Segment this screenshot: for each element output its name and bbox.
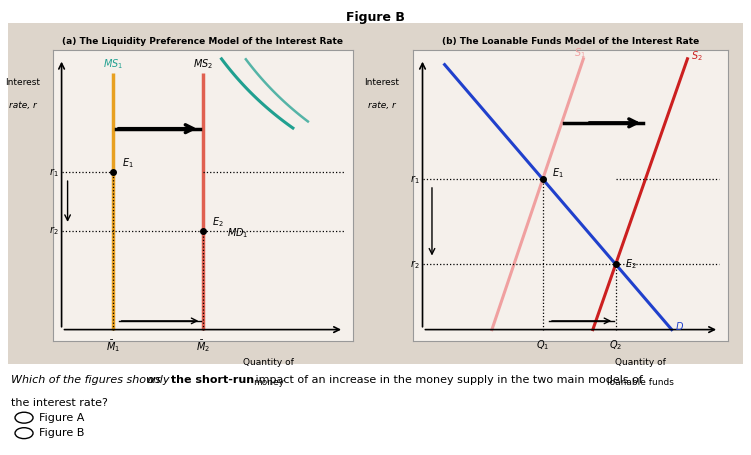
Text: $Q_2$: $Q_2$ [609, 339, 623, 352]
Text: impact of an increase in the money supply in the two main models of: impact of an increase in the money suppl… [252, 375, 643, 385]
Title: (b) The Loanable Funds Model of the Interest Rate: (b) The Loanable Funds Model of the Inte… [442, 37, 699, 46]
Text: $D$: $D$ [675, 319, 684, 332]
Text: the short-run: the short-run [167, 375, 254, 385]
Text: $\bar{M}_1$: $\bar{M}_1$ [106, 339, 119, 354]
Text: $MD_1$: $MD_1$ [227, 227, 249, 240]
Text: $S_2$: $S_2$ [691, 49, 702, 63]
Text: $E_2$: $E_2$ [212, 215, 224, 228]
Text: Quantity of: Quantity of [243, 358, 294, 367]
Title: (a) The Liquidity Preference Model of the Interest Rate: (a) The Liquidity Preference Model of th… [62, 37, 343, 46]
Text: $E_1$: $E_1$ [552, 166, 564, 180]
Text: $\bar{M}_2$: $\bar{M}_2$ [196, 339, 210, 354]
Text: rate, r: rate, r [368, 101, 395, 110]
Text: $r_2$: $r_2$ [49, 224, 59, 237]
Text: Quantity of: Quantity of [615, 358, 665, 367]
Text: the interest rate?: the interest rate? [11, 398, 108, 408]
Text: rate, r: rate, r [9, 101, 36, 110]
Text: Figure B: Figure B [346, 11, 405, 25]
Text: $Q_1$: $Q_1$ [536, 339, 550, 352]
Text: Which of the figures shows: Which of the figures shows [11, 375, 164, 385]
Text: loanable funds: loanable funds [607, 378, 674, 387]
Text: $E_1$: $E_1$ [122, 157, 134, 170]
Text: $S_1$: $S_1$ [575, 46, 586, 60]
Text: money: money [253, 378, 285, 387]
Text: $r_2$: $r_2$ [410, 258, 419, 271]
Text: only: only [146, 375, 170, 385]
Text: $MS_2$: $MS_2$ [193, 57, 213, 71]
Text: $MS_1$: $MS_1$ [103, 57, 122, 71]
Text: $r_1$: $r_1$ [410, 173, 419, 186]
Text: Interest: Interest [364, 78, 399, 87]
Text: $E_2$: $E_2$ [625, 257, 637, 271]
Text: $r_1$: $r_1$ [49, 166, 59, 179]
Text: Interest: Interest [5, 78, 40, 87]
Text: Figure A: Figure A [39, 413, 84, 423]
Text: Figure B: Figure B [39, 428, 84, 438]
